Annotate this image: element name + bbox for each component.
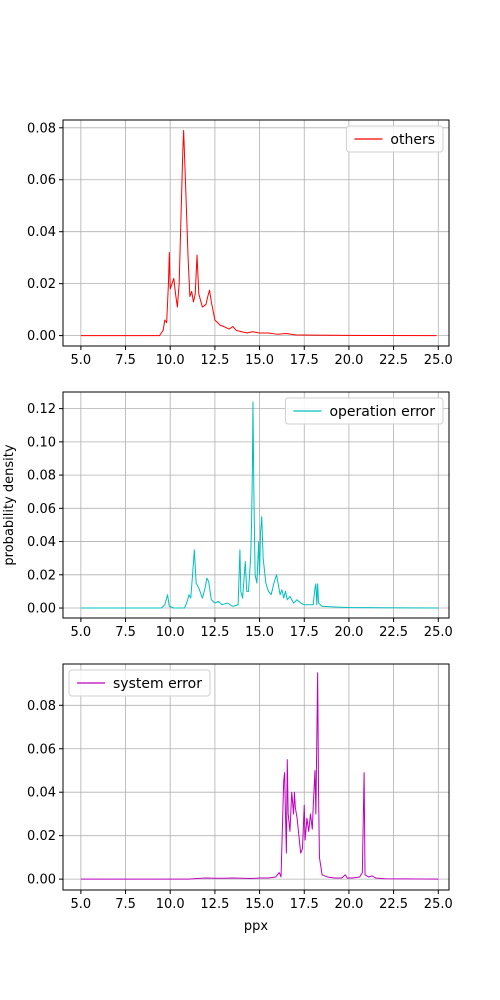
y-tick-label: 0.02 bbox=[27, 277, 56, 292]
x-tick-label: 15.0 bbox=[245, 897, 274, 912]
subplot-3: 5.0 7.5 10.0 12.5 15.0 17.5 20.0 22.5 25.0 0.00 0.… bbox=[27, 663, 453, 912]
y-tick-label: 0.08 bbox=[27, 121, 56, 136]
y-tick-label: 0.04 bbox=[27, 535, 56, 550]
plot-frame bbox=[62, 391, 450, 619]
legend: others bbox=[345, 125, 444, 153]
x-tick-label: 25.0 bbox=[424, 353, 453, 368]
x-tick-label: 15.0 bbox=[245, 625, 274, 640]
y-tick-label: 0.00 bbox=[27, 873, 56, 888]
legend-label: operation error bbox=[329, 404, 435, 420]
x-tick-label: 22.5 bbox=[379, 625, 408, 640]
x-tick-label: 12.5 bbox=[200, 897, 229, 912]
x-tick-label: 22.5 bbox=[379, 897, 408, 912]
x-tick-label: 25.0 bbox=[424, 897, 453, 912]
x-tick-label: 7.5 bbox=[115, 897, 136, 912]
y-tick-label: 0.08 bbox=[27, 469, 56, 484]
series-line-2 bbox=[80, 401, 439, 609]
y-axis-label: probability density bbox=[2, 444, 17, 565]
y-tick-label: 0.06 bbox=[27, 502, 56, 517]
subplot-1: 5.0 7.5 10.0 12.5 15.0 17.5 20.0 22.5 25.0 0.00 0.… bbox=[27, 119, 453, 368]
x-tick-label: 5.0 bbox=[71, 625, 92, 640]
y-tick-label: 0.02 bbox=[27, 829, 56, 844]
legend-label: others bbox=[390, 132, 435, 148]
x-tick-label: 20.0 bbox=[334, 897, 363, 912]
legend-box bbox=[68, 669, 211, 697]
y-tick-label: 0.04 bbox=[27, 225, 56, 240]
y-tick-label: 0.12 bbox=[27, 402, 56, 417]
y-tick-label: 0.06 bbox=[27, 742, 56, 757]
legend-box bbox=[284, 397, 444, 425]
series-line-1 bbox=[80, 129, 437, 337]
x-tick-label: 10.0 bbox=[156, 897, 185, 912]
y-tick-label: 0.06 bbox=[27, 173, 56, 188]
x-tick-label: 5.0 bbox=[71, 353, 92, 368]
x-tick-label: 17.5 bbox=[290, 897, 319, 912]
x-tick-label: 20.0 bbox=[334, 625, 363, 640]
x-tick-label: 25.0 bbox=[424, 625, 453, 640]
x-tick-label: 5.0 bbox=[71, 897, 92, 912]
x-tick-label: 20.0 bbox=[334, 353, 363, 368]
x-tick-label: 10.0 bbox=[156, 625, 185, 640]
x-tick-label: 7.5 bbox=[115, 353, 136, 368]
subplot-2: 5.0 7.5 10.0 12.5 15.0 17.5 20.0 22.5 25.0 0.00 0.… bbox=[27, 391, 453, 640]
series-line-3 bbox=[80, 672, 439, 880]
x-tick-label: 22.5 bbox=[379, 353, 408, 368]
plot-frame bbox=[62, 119, 450, 347]
plot-frame bbox=[62, 663, 450, 891]
legend-box bbox=[345, 125, 444, 153]
x-tick-label: 17.5 bbox=[290, 625, 319, 640]
x-tick-label: 12.5 bbox=[200, 625, 229, 640]
y-tick-label: 0.10 bbox=[27, 435, 56, 450]
y-tick-label: 0.04 bbox=[27, 786, 56, 801]
x-tick-label: 12.5 bbox=[200, 353, 229, 368]
x-axis-label: ppx bbox=[244, 919, 269, 934]
legend: operation error bbox=[284, 397, 444, 425]
legend-label: system error bbox=[113, 676, 202, 692]
x-tick-label: 7.5 bbox=[115, 625, 136, 640]
y-tick-label: 0.02 bbox=[27, 568, 56, 583]
x-tick-label: 17.5 bbox=[290, 353, 319, 368]
y-tick-label: 0.00 bbox=[27, 329, 56, 344]
y-tick-label: 0.00 bbox=[27, 602, 56, 617]
y-tick-label: 0.08 bbox=[27, 699, 56, 714]
legend: system error bbox=[68, 669, 211, 697]
x-tick-label: 15.0 bbox=[245, 353, 274, 368]
x-tick-label: 10.0 bbox=[156, 353, 185, 368]
